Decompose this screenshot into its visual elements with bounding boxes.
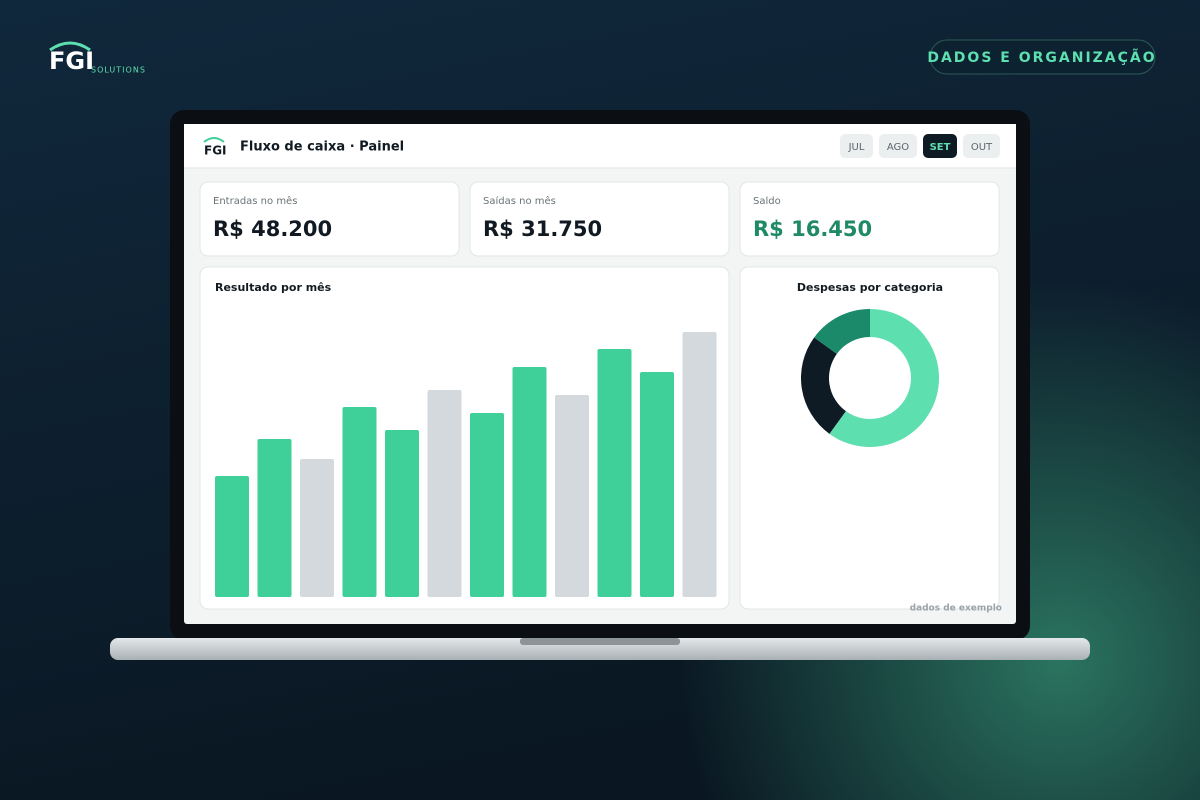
bar <box>470 413 504 597</box>
month-button[interactable] <box>840 134 873 158</box>
donut-slice <box>814 309 870 354</box>
laptop-notch <box>520 638 680 645</box>
month-label: AGO <box>887 142 909 153</box>
bar <box>597 349 632 597</box>
bar <box>682 332 717 597</box>
kpi-card <box>469 181 730 257</box>
kpi-value: R$ 31.750 <box>483 217 602 241</box>
badge-text: DADOS E ORGANIZAÇÃO <box>927 49 1156 66</box>
app-logo: FGI <box>204 144 227 158</box>
badge <box>929 39 1156 75</box>
month-button[interactable] <box>963 134 1000 158</box>
brand-name: FGI <box>49 47 94 75</box>
bar <box>385 430 419 597</box>
kpi-label: Saídas no mês <box>483 195 556 207</box>
month-button[interactable] <box>923 134 957 158</box>
bar <box>215 476 249 597</box>
footnote: dados de exemplo <box>910 604 1002 614</box>
donut-title: Despesas por categoria <box>797 281 943 294</box>
laptop-base <box>110 638 1090 660</box>
month-label: OUT <box>971 142 993 153</box>
bar <box>512 367 547 597</box>
bar-title: Resultado por mês <box>215 281 332 294</box>
brand-tagline: SOLUTIONS <box>91 66 146 75</box>
bar <box>427 390 462 597</box>
kpi-label: Entradas no mês <box>213 195 297 207</box>
donut-slice <box>829 309 940 447</box>
app-title: Fluxo de caixa · Painel <box>240 140 404 155</box>
bar <box>555 395 589 597</box>
month-label: JUL <box>848 142 865 153</box>
month-label: SET <box>930 142 951 153</box>
kpi-card <box>199 181 460 257</box>
kpi-label: Saldo <box>753 196 781 207</box>
kpi-card <box>739 181 1000 257</box>
donut-slice <box>801 337 846 434</box>
logo-arc <box>49 41 91 52</box>
bar <box>640 372 674 597</box>
bar <box>300 459 334 597</box>
app-header <box>184 124 1016 168</box>
bar <box>257 439 292 597</box>
kpi-value: R$ 48.200 <box>213 217 332 241</box>
kpi-value: R$ 16.450 <box>753 217 872 241</box>
app-logo-arc <box>203 137 225 143</box>
bar <box>342 407 377 597</box>
month-button[interactable] <box>879 134 917 158</box>
